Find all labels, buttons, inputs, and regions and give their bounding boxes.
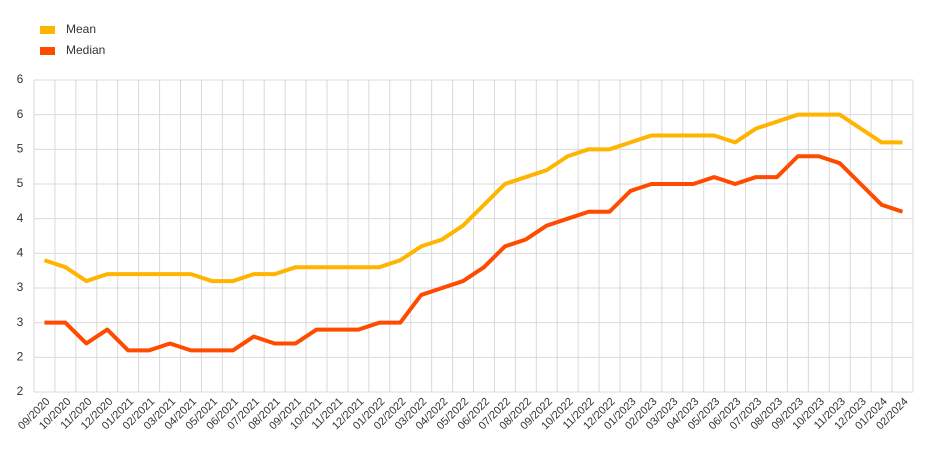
y-tick-label: 6 xyxy=(17,107,24,121)
legend-swatch xyxy=(40,47,55,55)
line-series xyxy=(44,154,904,353)
y-tick-label: 4 xyxy=(17,211,24,225)
y-tick-label: 5 xyxy=(17,142,24,156)
legend-label: Median xyxy=(66,43,105,57)
legend-label: Mean xyxy=(66,22,96,36)
legend-swatch xyxy=(40,26,55,34)
y-tick-label: 2 xyxy=(17,384,24,398)
y-tick-label: 2 xyxy=(17,350,24,364)
y-tick-label: 5 xyxy=(17,176,24,190)
line-series xyxy=(43,112,903,284)
y-tick-label: 4 xyxy=(17,246,24,260)
y-tick-label: 3 xyxy=(17,280,24,294)
y-tick-label: 3 xyxy=(17,315,24,329)
y-tick-label: 6 xyxy=(17,72,24,86)
